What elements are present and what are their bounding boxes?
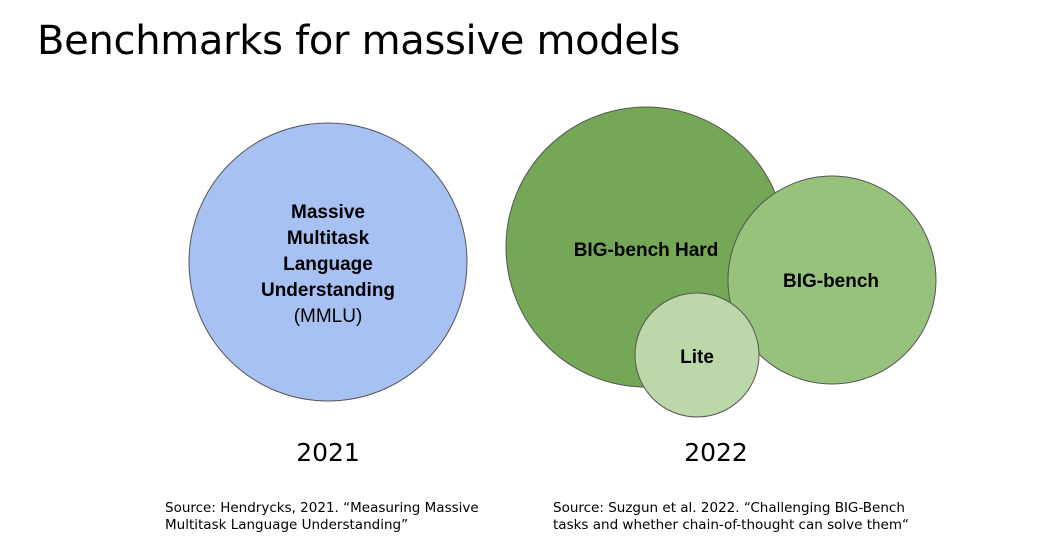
mmlu-label-line-1: Massive: [291, 202, 365, 223]
big-bench-hard-label: BIG-bench Hard: [574, 240, 719, 261]
mmlu-circle: [188, 122, 468, 402]
year-2021: 2021: [296, 438, 360, 467]
source-right-line-2: tasks and whether chain-of-thought can s…: [553, 517, 910, 533]
source-left-line-2: Multitask Language Understanding”: [165, 517, 409, 533]
source-citation-left: Source: Hendrycks, 2021. “Measuring Mass…: [165, 500, 525, 534]
mmlu-label-line-2: Multitask: [287, 228, 370, 249]
big-bench-circle: [727, 175, 937, 385]
source-left-line-1: Source: Hendrycks, 2021. “Measuring Mass…: [165, 500, 479, 516]
lite-circle: [634, 292, 760, 418]
year-2022: 2022: [684, 438, 748, 467]
page-title: Benchmarks for massive models: [37, 18, 681, 64]
source-right-line-1: Source: Suzgun et al. 2022. “Challenging…: [553, 500, 905, 516]
lite-label: Lite: [680, 347, 714, 368]
source-citation-right: Source: Suzgun et al. 2022. “Challenging…: [553, 500, 953, 534]
big-bench-label: BIG-bench: [783, 271, 879, 292]
mmlu-label-line-4: Understanding: [261, 280, 395, 301]
mmlu-abbrev-label: (MMLU): [294, 306, 363, 327]
mmlu-label-line-3: Language: [283, 254, 373, 275]
